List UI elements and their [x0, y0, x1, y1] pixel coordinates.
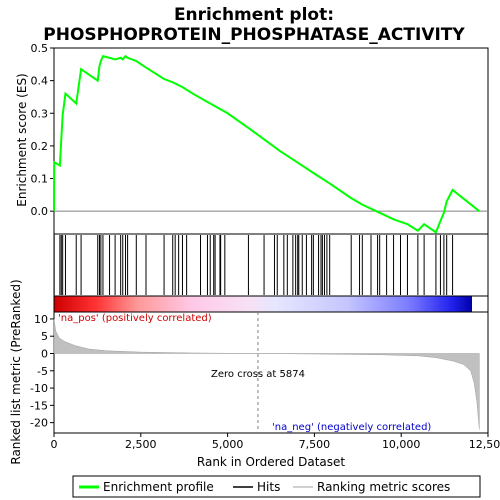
es-y-tick-label: 0.4 [31, 75, 49, 88]
legend-hits-label: Hits [257, 480, 280, 494]
x-tick-label: 0 [51, 438, 58, 451]
legend-frame [72, 475, 481, 498]
es-y-tick-label: 0.3 [31, 107, 49, 120]
es-y-axis-label: Enrichment score (ES) [15, 73, 29, 206]
x-tick-label: 10,000 [382, 438, 421, 451]
es-panel: 0.0 0.1 0.2 0.3 0.4 0.5 [31, 42, 489, 235]
metric-y-tick-label: -15 [30, 399, 48, 412]
zero-cross-label: Zero cross at 5874 [211, 369, 305, 380]
metric-panel: 10 5 0 -5 -10 -15 -20 'na_pos' (positively cor… [30, 311, 489, 434]
legend-es-label: Enrichment profile [103, 480, 214, 494]
rank-color-bar [54, 296, 472, 312]
es-y-tick-label: 0.0 [31, 205, 49, 218]
metric-y-tick-label: 10 [34, 313, 48, 326]
enrichment-profile-line [53, 54, 480, 234]
metric-y-tick-label: 0 [41, 347, 48, 360]
negative-correlation-label: 'na_neg' (negatively correlated) [272, 422, 431, 433]
es-y-tick-label: 0.5 [31, 42, 49, 55]
metric-y-tick-label: -20 [30, 417, 48, 430]
x-tick-label: 2,500 [125, 438, 157, 451]
metric-y-axis-label: Ranked list metric (PreRanked) [9, 279, 23, 464]
es-y-tick-label: 0.2 [31, 140, 49, 153]
x-axis-label: Rank in Ordered Dataset [197, 455, 345, 469]
legend-metric-label: Ranking metric scores [317, 480, 450, 494]
hits-panel-frame [53, 233, 489, 297]
chart-title-line1: Enrichment plot: [174, 5, 334, 25]
metric-y-tick-label: 5 [41, 330, 48, 343]
chart-title-line2: PHOSPHOPROTEIN_PHOSPHATASE_ACTIVITY [43, 25, 465, 45]
x-tick-label: 7,500 [299, 438, 331, 451]
ranking-metric-area [53, 318, 480, 430]
metric-y-tick-label: -10 [30, 382, 48, 395]
x-tick-label: 12,500 [469, 438, 500, 451]
x-tick-label: 5,000 [212, 438, 244, 451]
metric-y-tick-label: -5 [37, 365, 48, 378]
es-panel-frame [53, 47, 489, 235]
hits-panel [53, 233, 489, 297]
metric-panel-frame [53, 311, 489, 434]
positive-correlation-label: 'na_pos' (positively correlated) [58, 313, 212, 324]
es-y-tick-label: 0.1 [31, 173, 49, 186]
legend: Enrichment profile Hits Ranking metric s… [72, 475, 481, 498]
